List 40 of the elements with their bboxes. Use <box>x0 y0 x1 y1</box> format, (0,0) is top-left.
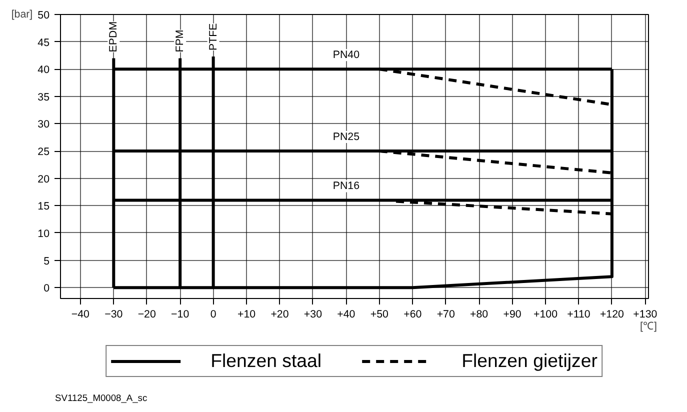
x-tick-label: +30 <box>304 308 322 320</box>
y-tick-label: 40 <box>38 64 50 76</box>
y-tick-label: 5 <box>44 255 50 268</box>
annotation: EPDM <box>108 21 120 52</box>
x-tick-label: +120 <box>600 308 624 320</box>
y-tick-label: 45 <box>38 36 50 49</box>
x-tick-label: −10 <box>171 308 190 320</box>
x-tick-label: +10 <box>237 308 256 320</box>
x-tick-label: +70 <box>436 308 455 320</box>
x-tick-label: 0 <box>210 308 216 320</box>
x-tick-label: +60 <box>404 308 422 320</box>
x-tick-label: +130 <box>633 308 658 320</box>
x-tick-label: −30 <box>104 308 123 320</box>
text: SV1125_M0008_A_sc <box>55 392 148 405</box>
annotation: FPM <box>174 30 186 52</box>
x-tick-label: +40 <box>337 308 356 320</box>
x-tick-label: +100 <box>534 308 558 320</box>
y-tick-label: 30 <box>38 118 50 131</box>
x-tick-label: +20 <box>270 308 289 320</box>
y-tick-label: 0 <box>44 282 50 295</box>
x-tick-label: +50 <box>370 308 389 320</box>
x-axis-title: [℃] <box>640 320 657 332</box>
y-tick-label: 20 <box>38 173 50 186</box>
x-tick-label: +80 <box>470 308 488 320</box>
x-tick-label: +110 <box>567 308 590 320</box>
y-tick-label: 50 <box>38 10 50 22</box>
y-tick-label: 35 <box>38 91 50 104</box>
x-tick-label: +90 <box>503 308 522 320</box>
y-tick-label: 10 <box>38 228 50 240</box>
annotation: PN16 <box>332 180 360 192</box>
legend-label: Flenzen gietijzer <box>462 350 598 372</box>
y-tick-label: 15 <box>38 200 50 213</box>
x-tick-label: −20 <box>138 308 156 320</box>
y-axis-title: [bar] <box>11 8 33 20</box>
annotation: PN25 <box>332 131 360 144</box>
annotation: PTFE <box>207 23 220 51</box>
x-tick-label: −40 <box>71 308 90 320</box>
annotation: PN40 <box>332 49 360 62</box>
y-tick-label: 25 <box>38 146 50 158</box>
legend-label: Flenzen staal <box>210 350 322 372</box>
